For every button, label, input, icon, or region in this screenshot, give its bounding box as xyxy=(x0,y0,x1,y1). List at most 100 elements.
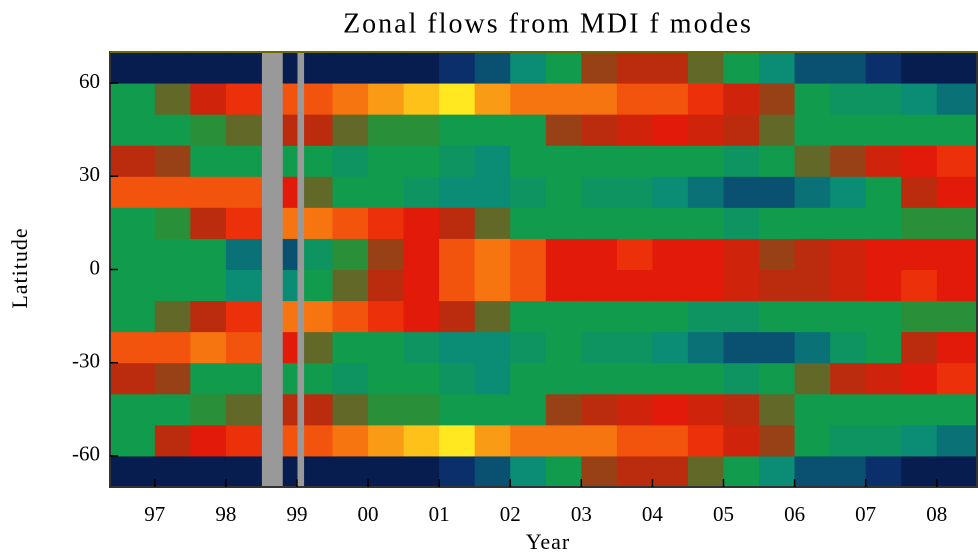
heatmap-cell xyxy=(154,114,191,146)
heatmap-cell xyxy=(545,362,582,395)
heatmap-cell xyxy=(936,331,978,364)
heatmap-cell xyxy=(759,145,796,177)
heatmap-cell xyxy=(225,393,262,426)
heatmap-cell xyxy=(545,52,582,84)
heatmap-cell xyxy=(332,424,369,457)
heatmap-cell xyxy=(282,331,298,364)
heatmap-cell xyxy=(652,424,689,457)
heatmap-cell xyxy=(110,300,156,333)
heatmap-cell xyxy=(759,331,796,364)
heatmap-cell xyxy=(510,331,547,364)
heatmap-cell xyxy=(652,362,689,395)
heatmap-cell xyxy=(616,455,653,488)
heatmap-cell xyxy=(652,207,689,239)
heatmap-cell xyxy=(474,269,511,302)
heatmap-cell xyxy=(154,52,191,84)
x-tick-label: 04 xyxy=(642,502,664,526)
heatmap-cell xyxy=(282,114,298,146)
heatmap-cell xyxy=(723,207,760,239)
y-tick-label: 60 xyxy=(79,69,100,93)
heatmap-cell xyxy=(439,300,476,333)
heatmap-cell xyxy=(759,52,796,84)
heatmap-cell xyxy=(510,362,547,395)
heatmap-cell xyxy=(652,145,689,177)
x-tick-label: 01 xyxy=(429,502,450,526)
chart-title: Zonal flows from MDI f modes xyxy=(343,8,753,39)
heatmap-cell xyxy=(439,455,476,488)
heatmap-cell xyxy=(581,331,618,364)
heatmap-cell xyxy=(110,176,156,208)
heatmap-cell xyxy=(403,207,440,239)
heatmap-cell xyxy=(545,145,582,177)
heatmap-cell xyxy=(368,114,405,146)
heatmap-cell xyxy=(616,114,653,146)
heatmap-cell xyxy=(110,455,156,488)
heatmap-cell xyxy=(439,207,476,239)
heatmap-cell xyxy=(901,176,938,208)
heatmap-cell xyxy=(759,393,796,426)
heatmap-cell xyxy=(403,269,440,302)
heatmap-cell xyxy=(368,455,405,488)
heatmap-cell xyxy=(190,238,227,270)
heatmap-cell xyxy=(687,331,725,364)
heatmap-cell xyxy=(510,52,547,84)
heatmap-cell xyxy=(190,52,227,84)
heatmap-cell xyxy=(439,52,476,84)
heatmap-cell xyxy=(616,238,653,270)
heatmap-cell xyxy=(901,393,938,426)
heatmap-cell xyxy=(865,52,902,84)
heatmap-cell xyxy=(282,455,298,488)
heatmap-cell xyxy=(759,362,796,395)
heatmap-cell xyxy=(110,393,156,426)
heatmap-cell xyxy=(225,455,262,488)
heatmap-cell xyxy=(332,362,369,395)
heatmap-cell xyxy=(110,52,156,84)
heatmap-cell xyxy=(474,393,511,426)
y-tick-label: -30 xyxy=(72,349,100,373)
heatmap-cell xyxy=(403,238,440,270)
heatmap-cell xyxy=(901,331,938,364)
heatmap-cell xyxy=(304,362,334,395)
heatmap-cell xyxy=(154,176,191,208)
heatmap-cell xyxy=(865,114,902,146)
heatmap-cell xyxy=(936,145,978,177)
heatmap-cell xyxy=(282,424,298,457)
heatmap-cell xyxy=(282,300,298,333)
heatmap-cell xyxy=(154,393,191,426)
heatmap-cell xyxy=(403,393,440,426)
heatmap-cell xyxy=(687,455,725,488)
heatmap-cell xyxy=(794,269,831,302)
heatmap-cell xyxy=(581,83,618,115)
heatmap-cell xyxy=(154,145,191,177)
heatmap-cell xyxy=(687,207,725,239)
heatmap-cell xyxy=(510,424,547,457)
heatmap-cell xyxy=(304,114,334,146)
heatmap-cell xyxy=(865,424,902,457)
heatmap-cell xyxy=(439,145,476,177)
heatmap-cell xyxy=(225,300,262,333)
heatmap-cell xyxy=(225,362,262,395)
heatmap-cell xyxy=(190,114,227,146)
heatmap-cell xyxy=(332,300,369,333)
x-axis-label: Year xyxy=(526,529,571,554)
heatmap-cell xyxy=(368,207,405,239)
heatmap-cell xyxy=(225,331,262,364)
heatmap-cell xyxy=(190,362,227,395)
heatmap-cell xyxy=(332,145,369,177)
heatmap-cell xyxy=(474,83,511,115)
heatmap-cell xyxy=(652,52,689,84)
x-tick-label: 03 xyxy=(571,502,592,526)
heatmap-cell xyxy=(936,455,978,488)
heatmap-cell xyxy=(581,393,618,426)
heatmap-cell xyxy=(474,52,511,84)
heatmap-cell xyxy=(154,83,191,115)
heatmap-cell xyxy=(794,83,831,115)
heatmap-cell xyxy=(474,114,511,146)
heatmap-cell xyxy=(936,393,978,426)
heatmap-cell xyxy=(687,238,725,270)
heatmap-cell xyxy=(282,207,298,239)
heatmap-cell xyxy=(403,455,440,488)
heatmap-cell xyxy=(510,300,547,333)
heatmap-cell xyxy=(652,114,689,146)
